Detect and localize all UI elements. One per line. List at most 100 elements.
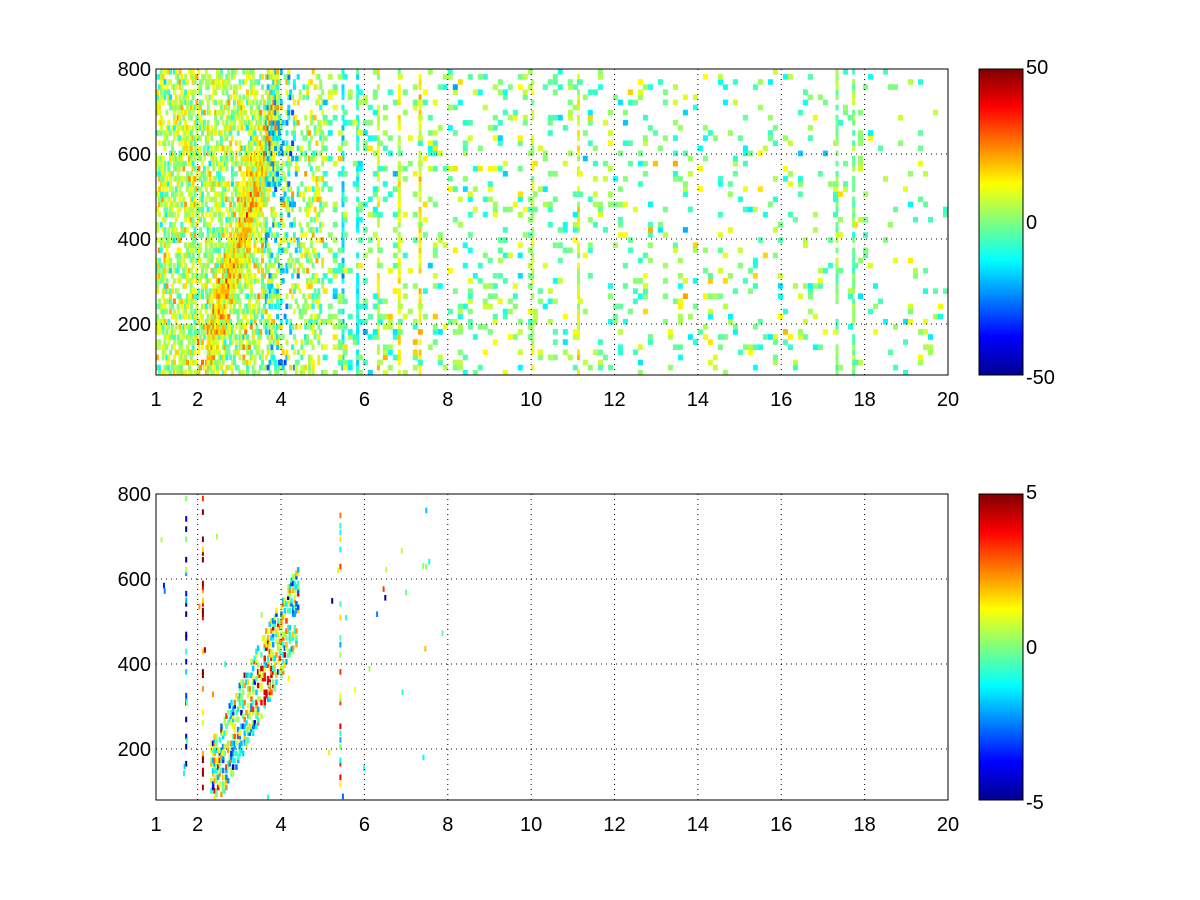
heatmap-cell [202, 334, 206, 340]
heatmap-cell [251, 211, 255, 218]
heatmap-cell [923, 288, 928, 294]
heatmap-cell [797, 109, 803, 116]
heatmap-cell [189, 303, 193, 310]
heatmap-cell [247, 165, 251, 172]
heatmap-cell [240, 99, 244, 106]
heatmap-cell [812, 283, 818, 289]
heatmap-cell [577, 252, 580, 259]
heatmap-cell [182, 227, 186, 233]
heatmap-cell [276, 334, 280, 340]
heatmap-cell [262, 201, 266, 208]
heatmap-cell [163, 130, 167, 136]
heatmap-cell [261, 140, 264, 146]
heatmap-cell [219, 303, 223, 310]
heatmap-cell [567, 247, 573, 254]
heatmap-cell [397, 369, 401, 375]
heatmap-cell [261, 160, 264, 167]
heatmap-cell [397, 339, 401, 345]
heatmap-cell [938, 313, 943, 320]
heatmap-cell [356, 349, 360, 356]
heatmap-cell [185, 536, 188, 543]
heatmap-cell [274, 329, 278, 335]
heatmap-cell [277, 359, 281, 366]
heatmap-cell [156, 329, 159, 335]
heatmap-cell [327, 130, 333, 136]
heatmap-cell [627, 160, 633, 167]
heatmap-cell [247, 150, 251, 157]
heatmap-cell [186, 344, 189, 350]
heatmap-cell [732, 329, 738, 335]
heatmap-cell [171, 99, 174, 106]
heatmap-cell [397, 298, 401, 305]
heatmap-cell [165, 288, 169, 294]
heatmap-cell [227, 145, 231, 152]
heatmap-cell [201, 686, 204, 692]
heatmap-cell [787, 140, 793, 146]
heatmap-cell [223, 781, 226, 787]
heatmap-cell [229, 94, 233, 101]
heatmap-cell [266, 69, 270, 75]
heatmap-cell [376, 283, 380, 289]
heatmap-cell [242, 104, 246, 111]
heatmap-cell [838, 191, 843, 197]
heatmap-cell [412, 354, 418, 361]
heatmap-cell [502, 109, 508, 116]
heatmap-cell [311, 273, 315, 279]
heatmap-cell [298, 313, 302, 320]
heatmap-cell [229, 324, 233, 330]
heatmap-cell [206, 104, 210, 111]
heatmap-cell [547, 79, 553, 85]
heatmap-cell [342, 140, 348, 146]
heatmap-cell [557, 114, 563, 121]
heatmap-cell [259, 125, 263, 131]
heatmap-cell [255, 349, 259, 356]
heatmap-cell [240, 692, 243, 699]
heatmap-cell [272, 69, 276, 75]
heatmap-cell [180, 369, 184, 375]
heatmap-cell [261, 196, 264, 203]
heatmap-cell [163, 257, 167, 264]
heatmap-cell [180, 232, 184, 238]
heatmap-cell [229, 334, 233, 340]
heatmap-cell [807, 308, 813, 315]
heatmap-cell [227, 104, 231, 111]
heatmap-cell [572, 191, 578, 197]
heatmap-cell [169, 298, 173, 305]
heatmap-cell [195, 247, 199, 254]
heatmap-cell [487, 196, 493, 203]
heatmap-cell [266, 283, 270, 289]
heatmap-cell [227, 288, 231, 294]
heatmap-cell [253, 94, 257, 101]
heatmap-cell [281, 641, 285, 648]
heatmap-cell [357, 318, 363, 325]
heatmap-cell [442, 242, 448, 248]
heatmap-cell [201, 130, 204, 136]
x-tick-label: 8 [442, 814, 453, 836]
heatmap-cell [752, 324, 758, 330]
heatmap-cell [296, 186, 300, 192]
heatmap-cell [300, 369, 304, 375]
heatmap-cell [727, 227, 733, 233]
heatmap-cell [542, 84, 548, 90]
heatmap-cell [572, 364, 578, 371]
heatmap-cell [266, 145, 270, 152]
heatmap-cell [858, 135, 863, 141]
heatmap-cell [255, 658, 258, 665]
heatmap-cell [257, 186, 261, 192]
heatmap-cell [527, 69, 533, 75]
heatmap-cell [787, 344, 793, 350]
heatmap-cell [253, 125, 257, 131]
heatmap-cell [210, 359, 214, 366]
heatmap-cell [180, 273, 184, 279]
heatmap-cell [204, 262, 208, 269]
heatmap-cell [259, 155, 263, 162]
heatmap-cell [246, 222, 249, 228]
heatmap-cell [367, 120, 373, 126]
heatmap-cell [262, 181, 266, 187]
heatmap-cell [201, 201, 204, 208]
heatmap-cell [913, 273, 918, 279]
heatmap-cell [717, 247, 723, 254]
heatmap-cell [214, 196, 218, 203]
heatmap-cell [227, 283, 231, 289]
heatmap-cell [191, 252, 195, 259]
